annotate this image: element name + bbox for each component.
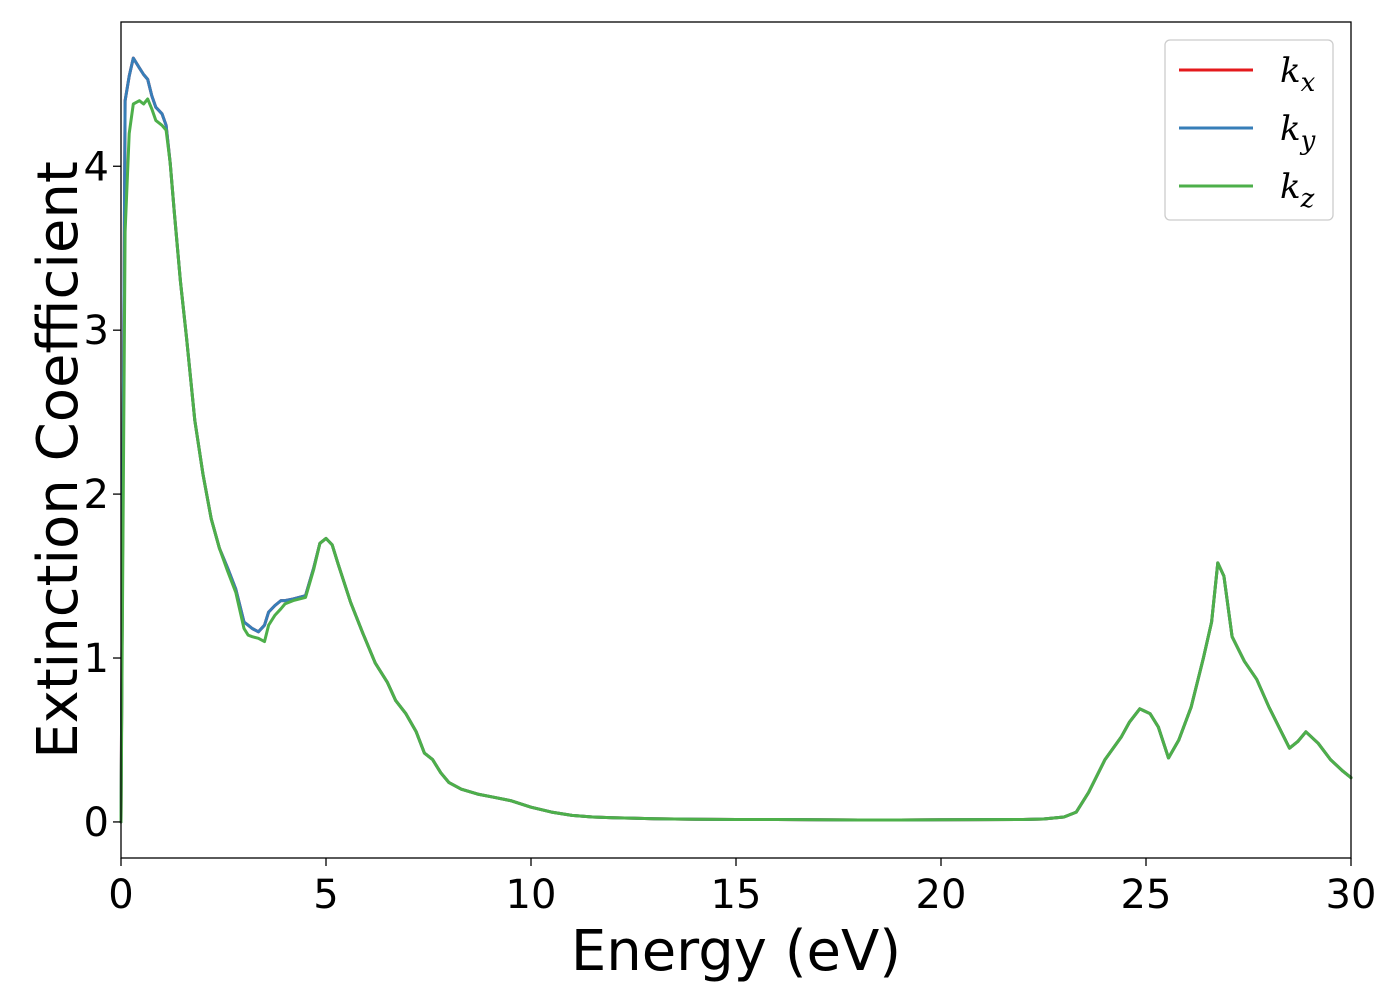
x-tick-label: 5 (313, 872, 338, 918)
legend-label-base: k (1280, 51, 1301, 91)
y-tick-label: 4 (84, 144, 109, 190)
x-axis-label: Energy (eV) (571, 919, 901, 984)
y-tick-label: 3 (84, 308, 109, 354)
series-layer (119, 56, 1353, 824)
y-tick-label: 2 (84, 472, 109, 518)
x-tick-label: 20 (916, 872, 967, 918)
y-tick-label: 0 (84, 800, 109, 846)
x-tick-label: 0 (108, 872, 133, 918)
x-tick-label: 25 (1121, 872, 1172, 918)
y-tick-label: 1 (84, 636, 109, 682)
x-tick-label: 15 (711, 872, 762, 918)
y-axis-label: Extinction Coefficient (26, 161, 91, 759)
legend-label-base: k (1280, 109, 1301, 149)
legend-label-subscript: z (1300, 184, 1315, 214)
legend-label: kz (1280, 167, 1315, 214)
x-tick-label: 30 (1326, 872, 1377, 918)
x-axis-ticks: 0 5 10 15 20 25 30 (108, 858, 1376, 918)
legend-label-base: k (1280, 167, 1301, 207)
legend-box (1164, 39, 1334, 221)
legend-label: kx (1280, 51, 1316, 98)
legend-label: ky (1280, 109, 1316, 156)
y-axis-ticks: 0 1 2 3 4 (84, 144, 121, 846)
legend-label-subscript: y (1300, 126, 1316, 156)
series-line-2 (119, 97, 1353, 824)
legend-label-subscript: x (1301, 68, 1316, 98)
x-tick-label: 10 (506, 872, 557, 918)
